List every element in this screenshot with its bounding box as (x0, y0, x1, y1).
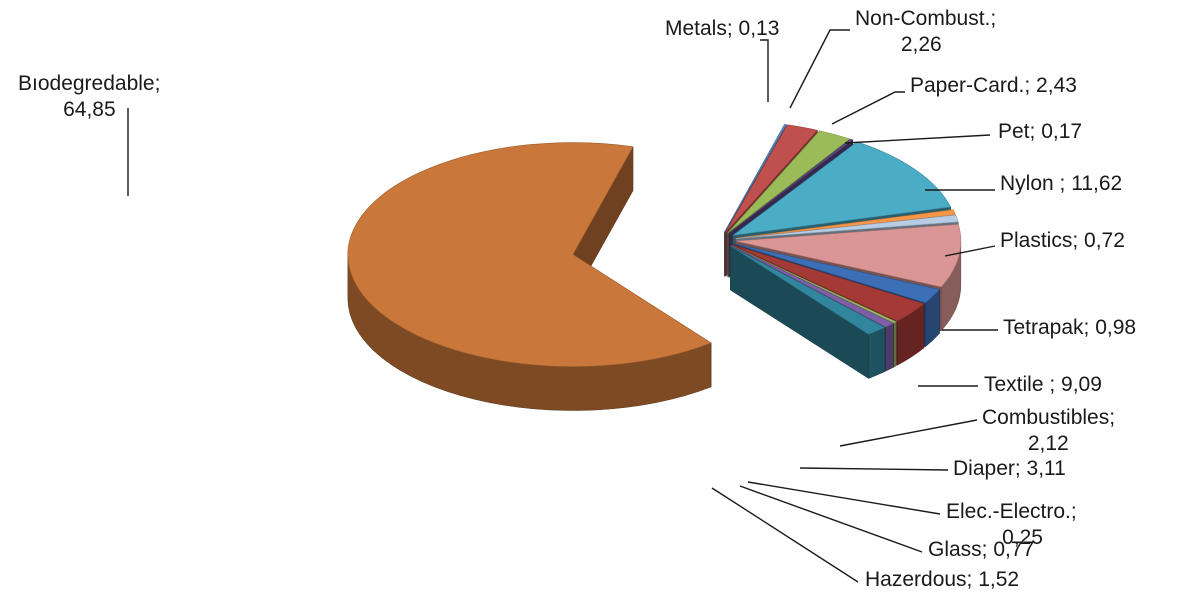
data-label-non-combust--value: 2,26 (901, 33, 942, 56)
slice-glass (731, 245, 895, 328)
slice-diaper (732, 244, 925, 322)
leader-glass (739, 485, 923, 553)
data-label-elec-electro-: Elec.-Electro.; (946, 500, 1077, 523)
slice-plastics (735, 209, 956, 239)
slice-tops (347, 124, 962, 367)
data-label-combustibles: Combustibles; (982, 406, 1115, 429)
data-label-biodegredable: Bıodegredable; (18, 72, 160, 95)
slice-nylon (731, 141, 952, 236)
slice-side-hazerdous (730, 245, 886, 379)
leader-elec-electro- (747, 481, 941, 515)
slice-non-combust- (725, 124, 818, 233)
data-label-tetrapak: Tetrapak; 0,98 (1003, 316, 1136, 339)
slice-paper-card- (727, 130, 851, 234)
leader-lines (127, 29, 998, 583)
data-label-glass: Glass; 0,77 (928, 538, 1034, 561)
data-label-diaper: Diaper; 3,11 (953, 457, 1066, 480)
slice-metals (724, 124, 787, 233)
data-label-nylon: Nylon ; 11,62 (1000, 172, 1122, 195)
data-label-hazerdous: Hazerdous; 1,52 (865, 568, 1019, 591)
data-label-paper-card-: Paper-Card.; 2,43 (910, 74, 1077, 97)
leader-metals (760, 39, 769, 102)
data-label-biodegredable-value: 64,85 (63, 98, 116, 121)
data-labels: Metals; 0,13 Non-Combust.; 2,26 Paper-Card.… (18, 7, 1136, 591)
slice-biodegredable (347, 142, 712, 367)
data-label-combustibles-value: 2,12 (1028, 432, 1069, 455)
data-label-plastics: Plastics; 0,72 (1000, 229, 1125, 252)
leader-pet (844, 134, 991, 144)
data-label-textile: Textile ; 9,09 (984, 373, 1102, 396)
leader-non-combust- (789, 29, 850, 109)
data-label-elec-electro--value: 0,25 (1002, 526, 1043, 549)
leader-diaper (799, 467, 949, 471)
data-label-pet: Pet; 0,17 (998, 120, 1082, 143)
leader-plastics (944, 245, 996, 257)
leader-hazerdous (711, 487, 859, 583)
data-label-non-combust-: Non-Combust.; (855, 7, 996, 30)
leader-combustibles (839, 419, 978, 447)
slice-pet (728, 138, 854, 234)
slice-textile (735, 224, 962, 288)
data-label-metals: Metals; 0,13 (665, 17, 779, 40)
leader-paper-card- (831, 91, 905, 125)
slice-elec-electro- (731, 245, 897, 324)
slice-tetrapak (735, 214, 959, 239)
slice-combustibles (734, 243, 941, 304)
slice-hazerdous (730, 245, 886, 335)
